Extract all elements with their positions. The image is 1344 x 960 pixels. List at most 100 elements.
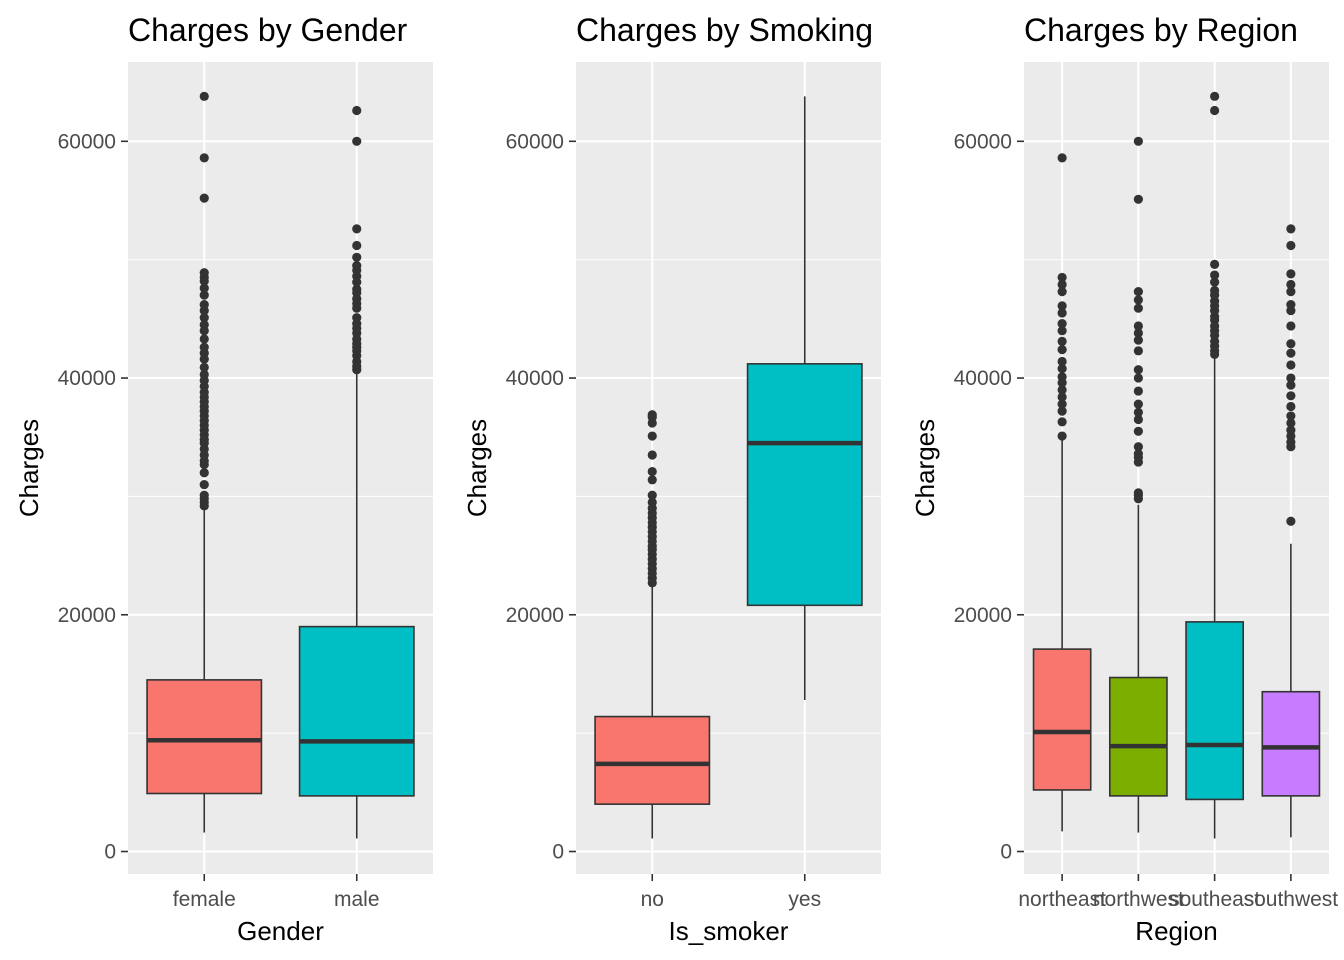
outlier-point — [1133, 365, 1143, 375]
outlier-point — [1286, 321, 1296, 331]
box-southeast — [1185, 91, 1245, 839]
outlier-point — [199, 283, 209, 293]
outlier-point — [1286, 300, 1296, 310]
outlier-point — [352, 252, 362, 262]
box-iqr — [594, 715, 711, 805]
y-tick-label: 20000 — [58, 604, 116, 627]
box-iqr — [1185, 621, 1245, 801]
outlier-point — [1057, 356, 1067, 367]
outlier-point — [1133, 386, 1143, 396]
outlier-point — [1057, 406, 1067, 416]
outlier-point — [1057, 392, 1067, 402]
outlier-point — [1286, 339, 1296, 349]
y-axis-title: Charges — [462, 419, 492, 517]
outlier-point — [1133, 373, 1143, 383]
chart-title: Charges by Smoking — [576, 12, 873, 48]
chart-title: Charges by Gender — [128, 12, 408, 48]
panel-charges-by-gender: 0 20000 40000 60000 female male Charges by Gen… — [14, 12, 433, 946]
y-tick-label: 40000 — [954, 367, 1012, 390]
y-tick-label: 60000 — [954, 130, 1012, 153]
box-no — [594, 410, 711, 839]
outlier-point — [1286, 411, 1296, 421]
outlier-point — [199, 362, 209, 372]
outlier-point — [1210, 270, 1220, 280]
outlier-point — [647, 466, 657, 477]
y-tick-label: 40000 — [506, 367, 564, 390]
outlier-point — [352, 105, 362, 116]
y-tick-label: 0 — [552, 841, 564, 864]
outlier-point — [199, 290, 209, 300]
outlier-point — [199, 479, 209, 490]
box-female — [146, 91, 263, 833]
outlier-point — [1133, 488, 1143, 498]
outlier-point — [199, 490, 209, 500]
outlier-point — [1057, 279, 1067, 290]
x-axis-title: Region — [1135, 916, 1217, 946]
panel-charges-by-region: 0 20000 40000 60000 northeastnorthwestsouthe… — [910, 12, 1338, 946]
y-tick-label: 0 — [104, 841, 116, 864]
x-tick-label-no: no — [641, 888, 664, 911]
x-axis-title: Gender — [237, 916, 324, 946]
outlier-point — [1210, 259, 1220, 270]
outlier-point — [1286, 401, 1296, 412]
outlier-point — [1057, 372, 1067, 382]
outlier-point — [647, 450, 657, 460]
outlier-point — [647, 475, 657, 485]
x-tick-label-southwest: southwest — [1244, 888, 1339, 911]
x-tick-label-southeast: southeast — [1169, 888, 1260, 911]
outlier-point — [1133, 287, 1143, 297]
y-axis-title: Charges — [910, 419, 940, 517]
y-tick-label: 40000 — [58, 367, 116, 390]
y-axis-title: Charges — [14, 419, 44, 517]
outlier-point — [1057, 399, 1067, 409]
x-axis-title: Is_smoker — [669, 916, 789, 946]
outlier-point — [199, 313, 209, 323]
y-tick-label: 60000 — [506, 130, 564, 153]
x-tick-label-female: female — [173, 888, 236, 911]
outlier-point — [1286, 224, 1296, 234]
outlier-point — [1133, 321, 1143, 331]
outlier-point — [1057, 326, 1067, 336]
outlier-point — [352, 224, 362, 234]
box-iqr — [1032, 648, 1092, 791]
outlier-point — [352, 260, 362, 271]
outlier-point — [1057, 385, 1067, 395]
outlier-point — [1057, 336, 1067, 346]
outlier-point — [1057, 301, 1067, 311]
outlier-point — [352, 240, 362, 251]
y-tick-label: 0 — [1000, 841, 1012, 864]
outlier-point — [647, 410, 657, 420]
outlier-point — [647, 431, 657, 441]
outlier-point — [352, 313, 362, 323]
box-iqr — [146, 679, 263, 795]
box-northwest — [1108, 136, 1168, 833]
outlier-point — [352, 136, 362, 146]
outlier-point — [1286, 516, 1296, 526]
outlier-point — [1133, 295, 1143, 305]
chart-title: Charges by Region — [1024, 12, 1298, 48]
outlier-point — [1286, 279, 1296, 290]
y-tick-label: 20000 — [954, 604, 1012, 627]
outlier-point — [1286, 287, 1296, 297]
outlier-point — [1057, 363, 1067, 374]
outlier-point — [1286, 373, 1296, 383]
box-iqr — [746, 363, 863, 607]
outlier-point — [1210, 285, 1220, 296]
outlier-point — [1133, 328, 1143, 338]
outlier-point — [1057, 345, 1067, 355]
outlier-point — [1210, 277, 1220, 287]
outlier-point — [1286, 348, 1296, 358]
outlier-point — [199, 91, 209, 101]
panel-charges-by-smoking: 0 20000 40000 60000 no yes Charges by Smoking I… — [462, 12, 881, 946]
outlier-point — [199, 342, 209, 352]
outlier-point — [1057, 431, 1067, 441]
outlier-point — [1133, 346, 1143, 356]
outlier-point — [1133, 442, 1143, 452]
outlier-point — [199, 300, 209, 310]
outlier-point — [1286, 360, 1296, 370]
outlier-point — [1133, 407, 1143, 417]
y-tick-label: 20000 — [506, 604, 564, 627]
outlier-point — [1286, 269, 1296, 279]
outlier-point — [1133, 136, 1143, 146]
